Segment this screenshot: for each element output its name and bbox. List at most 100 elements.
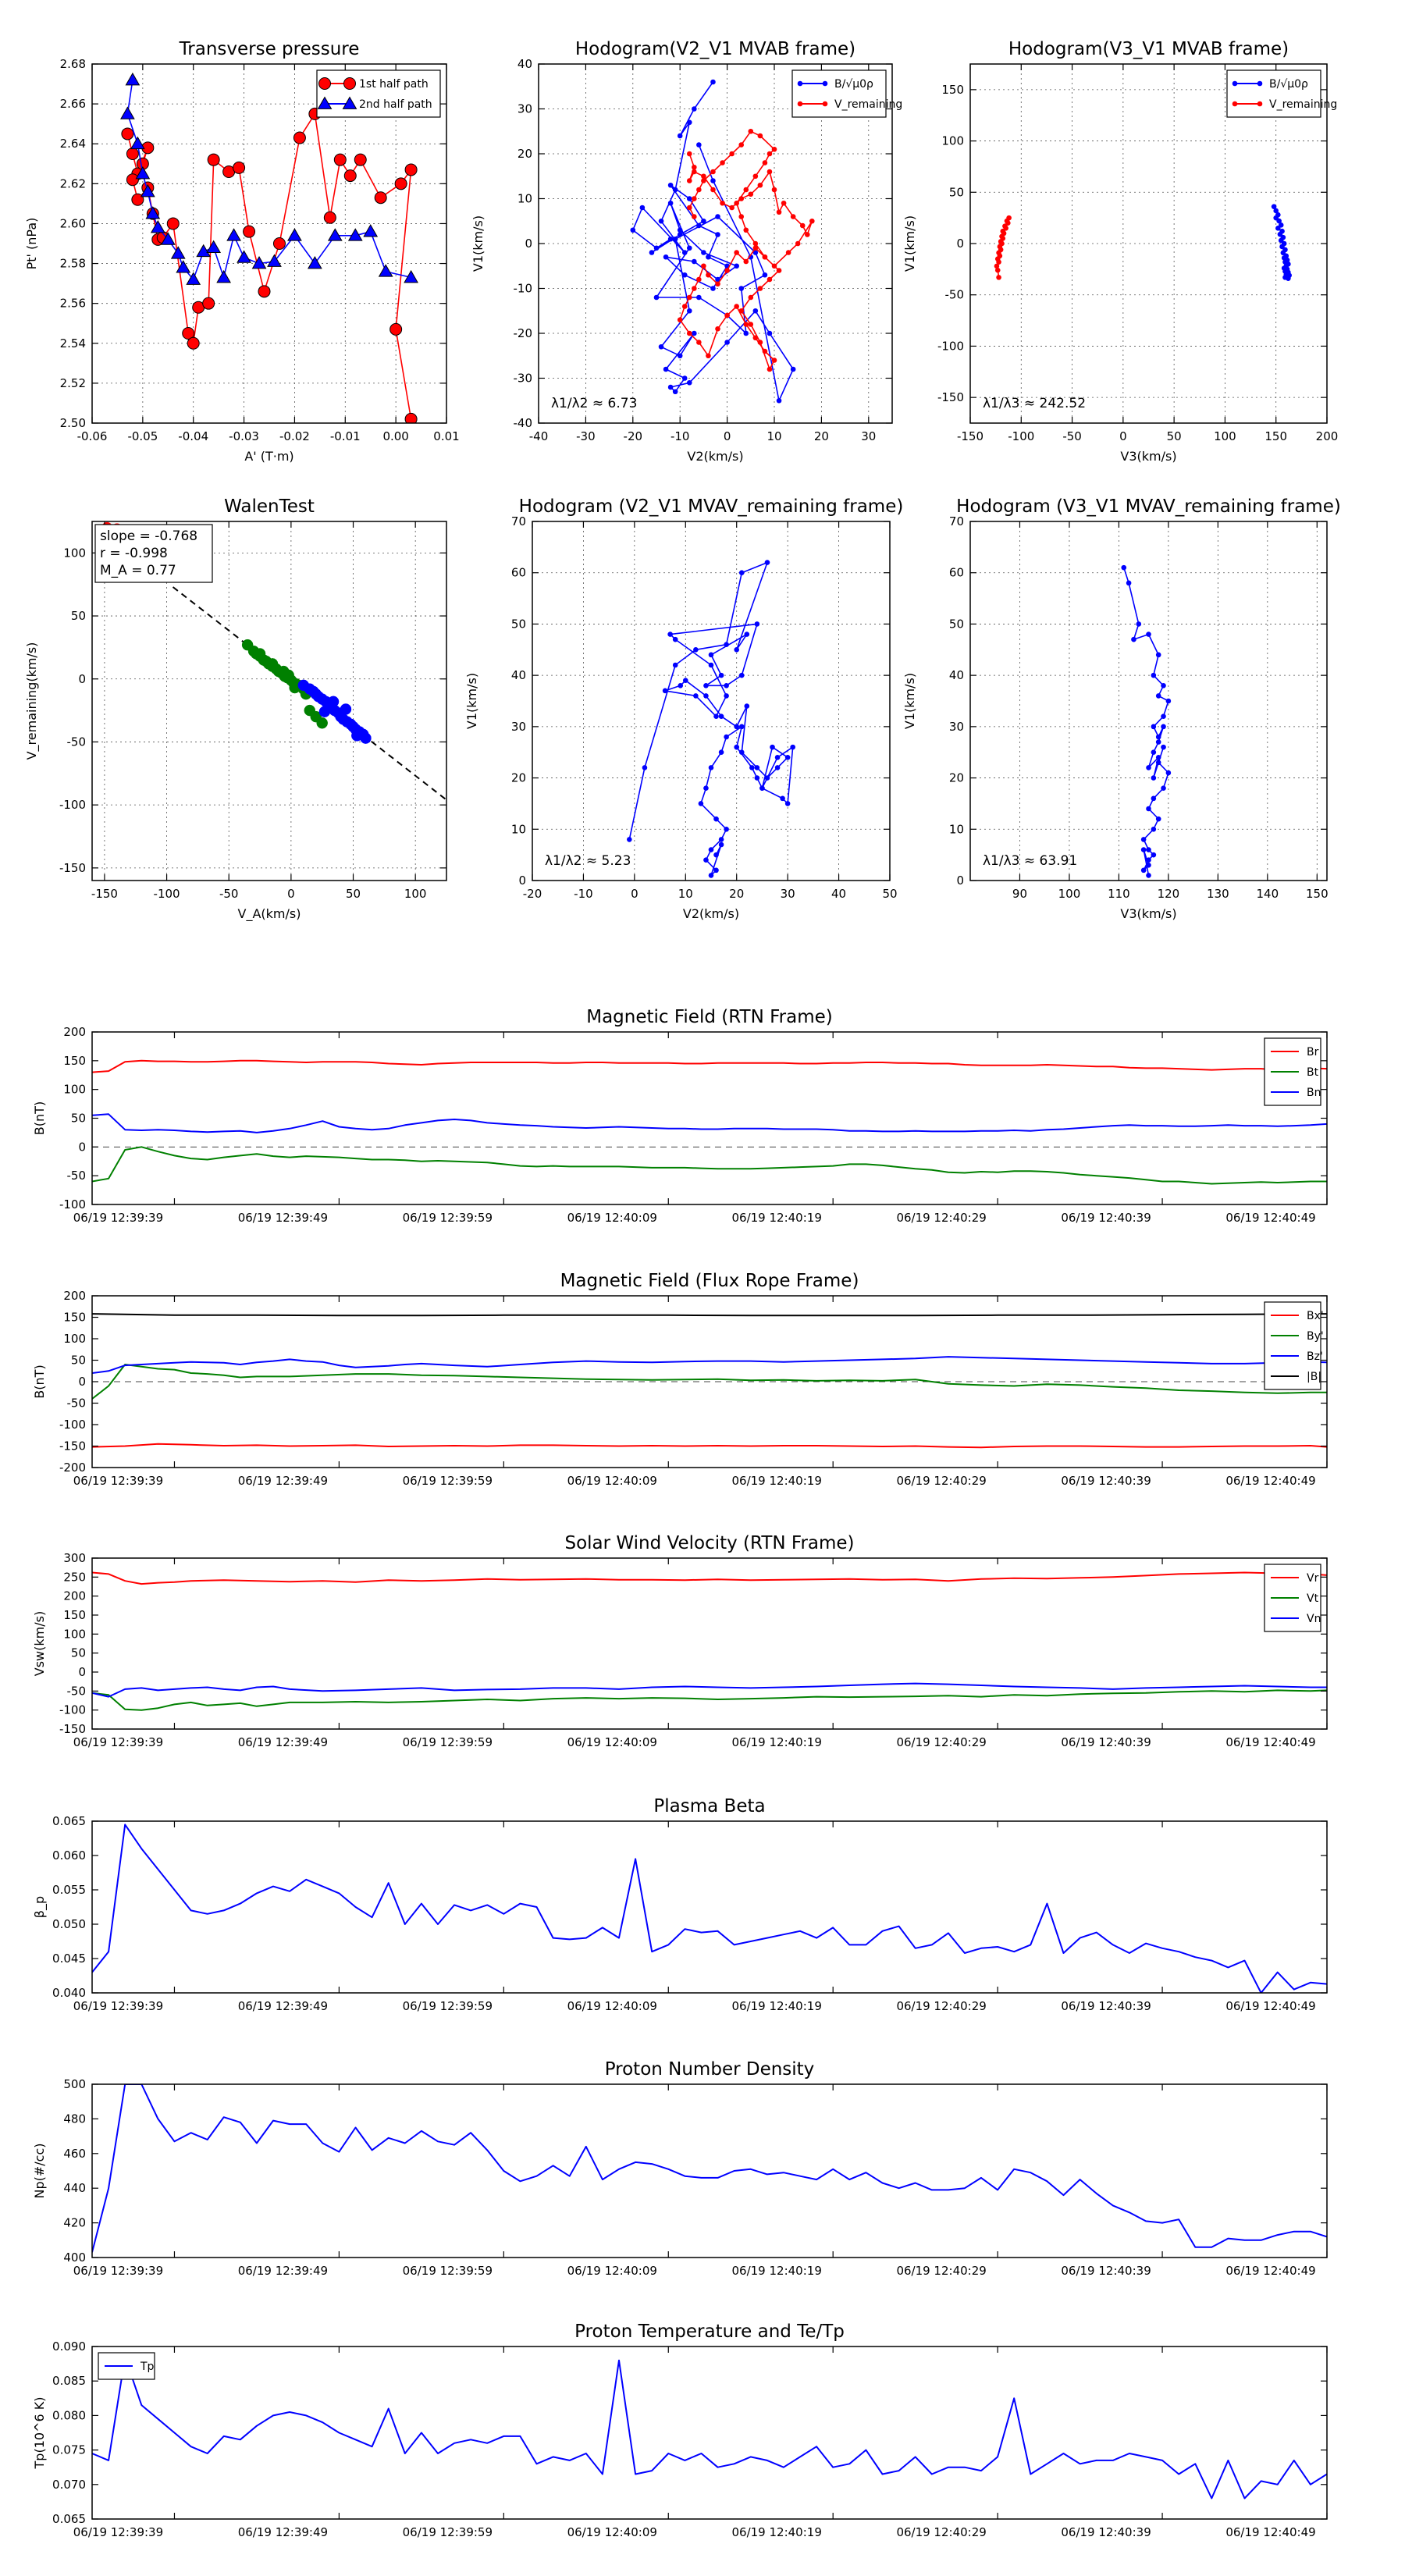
- plot-area: [92, 1571, 1327, 1711]
- data-point: [767, 169, 773, 175]
- data-point: [686, 178, 692, 183]
- data-point: [686, 330, 692, 336]
- legend-marker-2: [1257, 101, 1263, 107]
- y-axis-label: V1(km/s): [902, 673, 917, 729]
- data-point: [404, 163, 418, 176]
- data-point: [340, 703, 352, 715]
- data-point: [715, 281, 720, 287]
- data-point: [734, 744, 740, 750]
- tick-label-y: 40: [518, 57, 532, 71]
- chart-title: Hodogram(V3_V1 MVAB frame): [1008, 39, 1289, 59]
- data-point: [757, 286, 763, 291]
- tick-label-x: 20: [814, 429, 829, 443]
- series-line: [92, 1059, 1327, 1073]
- annotation-text: r = -0.998: [100, 546, 168, 561]
- series-V-remaining: [677, 128, 815, 372]
- data-point: [258, 285, 271, 298]
- data-point: [1155, 816, 1161, 822]
- tick-label-x: 06/19 12:40:29: [896, 2525, 986, 2539]
- series-line: [92, 1443, 1327, 1449]
- data-point: [724, 682, 729, 688]
- tick-label-x: 150: [1264, 429, 1287, 443]
- tick-label-x: 06/19 12:40:39: [1061, 1999, 1151, 2013]
- data-point: [266, 658, 279, 670]
- data-point: [667, 200, 674, 206]
- data-point: [278, 665, 290, 678]
- chart-title: Plasma Beta: [653, 1796, 765, 1816]
- series-Br: [92, 1059, 1327, 1073]
- tick-label-x: 06/19 12:40:29: [896, 1999, 986, 2013]
- data-point: [692, 258, 697, 265]
- data-point: [237, 250, 251, 263]
- series-line: [92, 1113, 1327, 1133]
- chart-title: Hodogram (V3_V1 MVAV_remaining frame): [956, 496, 1341, 517]
- tick-label-y: 0.050: [52, 1917, 86, 1931]
- data-point: [681, 272, 688, 278]
- data-point: [754, 621, 760, 627]
- data-point: [649, 250, 655, 255]
- data-point: [686, 308, 692, 314]
- tick-label-y: 2.50: [60, 416, 86, 430]
- data-point: [1155, 760, 1161, 766]
- data-point: [1146, 806, 1151, 812]
- data-point: [767, 151, 773, 157]
- data-point: [672, 187, 678, 193]
- data-point: [678, 682, 684, 688]
- data-point: [771, 358, 777, 363]
- tick-label-y: -50: [67, 735, 87, 749]
- data-point: [724, 642, 729, 648]
- tick-label-x: 50: [1167, 429, 1182, 443]
- tick-label-x: 130: [1207, 887, 1229, 901]
- tick-label-y: 0.080: [52, 2408, 86, 2422]
- tick-label-x: 06/19 12:40:29: [896, 1474, 986, 1488]
- data-point: [790, 744, 795, 750]
- y-axis-label: Np(#/cc): [32, 2144, 47, 2199]
- data-point: [764, 560, 770, 565]
- data-point: [243, 225, 256, 238]
- tick-label-x: 06/19 12:39:49: [238, 1999, 328, 2013]
- data-point: [267, 254, 282, 267]
- data-point: [759, 785, 765, 792]
- data-point: [724, 340, 730, 345]
- data-point: [718, 713, 724, 720]
- data-point: [378, 264, 393, 277]
- x-axis-label: V3(km/s): [1120, 906, 1176, 921]
- tick-label-y: 2.56: [60, 297, 86, 311]
- series-line: [92, 1823, 1327, 1993]
- data-point: [160, 232, 176, 245]
- data-point: [696, 340, 702, 345]
- tick-label-y: 2.54: [60, 336, 86, 350]
- tick-label-x: -30: [576, 429, 596, 443]
- tick-label-y: -150: [59, 1722, 86, 1736]
- series-line: [92, 1313, 1327, 1317]
- tick-label-y: 500: [63, 2077, 86, 2091]
- data-point: [738, 570, 745, 576]
- data-point: [642, 765, 648, 770]
- tick-label-y: 0.045: [52, 1952, 86, 1966]
- data-point: [1161, 785, 1166, 792]
- data-point: [1161, 713, 1166, 720]
- data-point: [718, 841, 724, 848]
- chart-mag_fluxrope: 06/19 12:39:39 06/19 12:39:49 06/19 12:39:…: [32, 1271, 1328, 1488]
- tick-label-x: -0.04: [178, 429, 208, 443]
- data-point: [762, 160, 768, 165]
- tick-label-y: 20: [518, 147, 532, 161]
- data-point: [748, 322, 754, 327]
- chart-plasma_beta: 06/19 12:39:39 06/19 12:39:49 06/19 12:39:…: [32, 1796, 1328, 2013]
- axes-frame: [91, 63, 447, 424]
- data-point: [333, 153, 347, 166]
- series-line: [92, 2356, 1327, 2500]
- data-point: [696, 142, 702, 148]
- tick-label-x: 10: [767, 429, 781, 443]
- data-point: [672, 389, 678, 395]
- data-point: [706, 254, 711, 260]
- chart-proton_temperature: 06/19 12:39:39 06/19 12:39:49 06/19 12:39:…: [32, 2322, 1328, 2539]
- data-point: [771, 146, 777, 152]
- data-point: [130, 136, 145, 150]
- tick-label-x: -0.03: [229, 429, 259, 443]
- data-point: [809, 218, 815, 224]
- series-line: [92, 1571, 1327, 1585]
- chart-mag_rtn: 06/19 12:39:39 06/19 12:39:49 06/19 12:39:…: [32, 1007, 1328, 1225]
- legend-box: [791, 69, 887, 118]
- data-point: [686, 119, 692, 126]
